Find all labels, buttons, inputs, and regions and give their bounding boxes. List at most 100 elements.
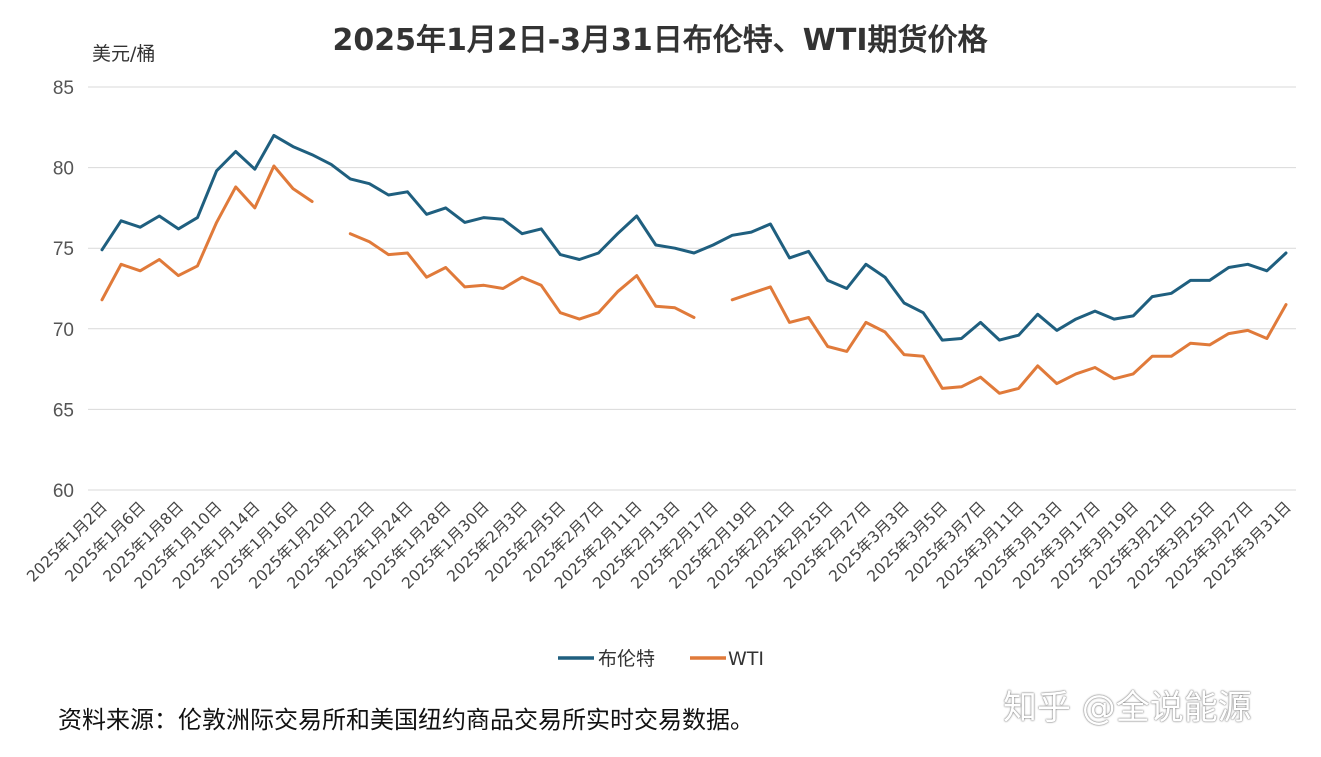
legend: 布伦特 WTI	[558, 648, 764, 670]
data-point	[711, 243, 715, 247]
data-point	[597, 311, 600, 314]
data-point	[845, 350, 848, 353]
data-point	[769, 285, 772, 289]
data-point	[845, 287, 848, 290]
series-line-brent	[100, 133, 1288, 342]
data-point	[1074, 372, 1078, 376]
data-point	[960, 385, 963, 388]
data-point	[520, 276, 524, 279]
y-tick-label: 70	[53, 320, 74, 341]
data-point	[406, 190, 409, 193]
data-point	[1036, 364, 1039, 368]
data-point	[731, 234, 734, 237]
data-point	[291, 187, 295, 190]
data-point	[253, 168, 256, 171]
data-point	[1017, 387, 1020, 390]
data-point	[864, 263, 868, 266]
data-point	[272, 134, 276, 137]
data-point	[1227, 332, 1230, 335]
legend-label: WTI	[728, 648, 764, 670]
data-point	[463, 285, 466, 289]
data-point	[750, 292, 753, 295]
data-point	[100, 248, 104, 251]
data-point	[731, 298, 734, 301]
data-point	[1189, 342, 1192, 345]
data-point	[559, 253, 562, 256]
data-point	[1170, 292, 1173, 295]
data-point	[406, 251, 409, 255]
data-point	[1132, 314, 1135, 318]
data-point	[158, 214, 161, 218]
y-axis-ticks: 60 65 70 75 80 85	[53, 78, 74, 502]
data-point	[540, 284, 543, 287]
data-point	[501, 218, 505, 221]
data-point	[215, 221, 218, 224]
y-tick-label: 85	[53, 78, 74, 99]
x-axis-ticks: 2025年1月2日2025年1月6日2025年1月8日2025年1月10日202…	[23, 498, 1294, 592]
data-point	[559, 311, 562, 314]
data-point	[826, 279, 829, 282]
data-point	[788, 256, 791, 260]
data-point	[654, 243, 657, 247]
data-point	[139, 226, 142, 229]
data-point	[234, 150, 237, 153]
data-point	[272, 164, 276, 168]
data-point	[1265, 269, 1269, 272]
gridlines	[88, 86, 1296, 491]
data-point	[444, 266, 447, 269]
data-point	[692, 251, 696, 255]
data-point	[368, 182, 371, 185]
data-point	[540, 227, 543, 231]
data-point	[1151, 355, 1154, 358]
data-point	[902, 353, 906, 356]
data-point	[922, 355, 925, 358]
data-point	[1112, 317, 1116, 321]
data-point	[368, 240, 371, 243]
data-point	[578, 317, 581, 321]
y-tick-label: 65	[53, 400, 74, 421]
data-point	[387, 193, 390, 197]
data-point	[520, 232, 524, 235]
data-point	[330, 163, 333, 166]
data-point	[310, 200, 314, 203]
data-point	[1189, 279, 1192, 282]
data-point	[425, 276, 428, 279]
data-point	[597, 251, 600, 255]
data-point	[826, 345, 829, 348]
data-point	[463, 221, 466, 224]
data-point	[1284, 303, 1288, 306]
data-point	[444, 206, 447, 210]
data-point	[349, 232, 352, 235]
data-point	[387, 253, 390, 256]
data-point	[310, 153, 314, 156]
data-point	[654, 305, 657, 308]
data-point	[883, 330, 887, 334]
data-point	[635, 214, 638, 218]
data-point	[1112, 377, 1116, 380]
data-point	[1093, 309, 1097, 313]
data-point	[196, 216, 199, 219]
data-point	[788, 321, 791, 324]
data-point	[1055, 329, 1059, 332]
data-point	[1170, 355, 1173, 358]
data-point	[139, 269, 142, 272]
data-point	[1246, 329, 1250, 332]
data-point	[635, 274, 638, 277]
series-lines	[100, 133, 1288, 395]
data-point	[769, 222, 772, 226]
data-point	[578, 258, 581, 261]
y-axis-unit-label: 美元/桶	[92, 43, 155, 65]
data-point	[119, 219, 123, 222]
data-point	[692, 316, 696, 319]
data-point	[177, 274, 180, 277]
data-point	[750, 230, 753, 234]
data-point	[1017, 334, 1020, 337]
data-point	[482, 216, 486, 219]
y-tick-label: 75	[53, 239, 74, 260]
data-point	[616, 232, 619, 235]
data-point	[1227, 266, 1230, 269]
data-point	[501, 287, 505, 290]
data-point	[941, 387, 944, 390]
chart-title: 2025年1月2日-3月31日布伦特、WTI期货价格	[332, 23, 988, 58]
data-point	[215, 169, 218, 172]
